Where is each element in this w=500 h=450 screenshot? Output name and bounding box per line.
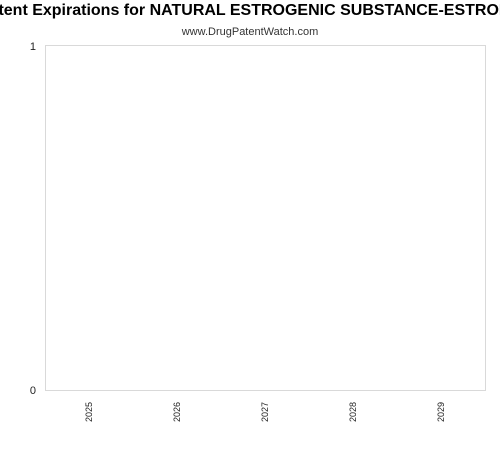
x-tick-label-2026: 2026 [172, 402, 182, 422]
x-tick-label-2027: 2027 [260, 402, 270, 422]
x-tick-label-2025: 2025 [84, 402, 94, 422]
plot-frame [45, 45, 486, 391]
x-tick-label-2029: 2029 [436, 402, 446, 422]
x-axis: 2025 2026 2027 2028 2029 [84, 402, 446, 422]
chart-title: Patent Expirations for NATURAL ESTROGENI… [0, 2, 500, 19]
y-tick-label-min: 0 [30, 385, 36, 397]
chart-subtitle: www.DrugPatentWatch.com [181, 26, 319, 38]
y-axis: 1 0 [30, 41, 36, 397]
y-tick-label-max: 1 [30, 41, 36, 53]
x-tick-label-2028: 2028 [348, 402, 358, 422]
